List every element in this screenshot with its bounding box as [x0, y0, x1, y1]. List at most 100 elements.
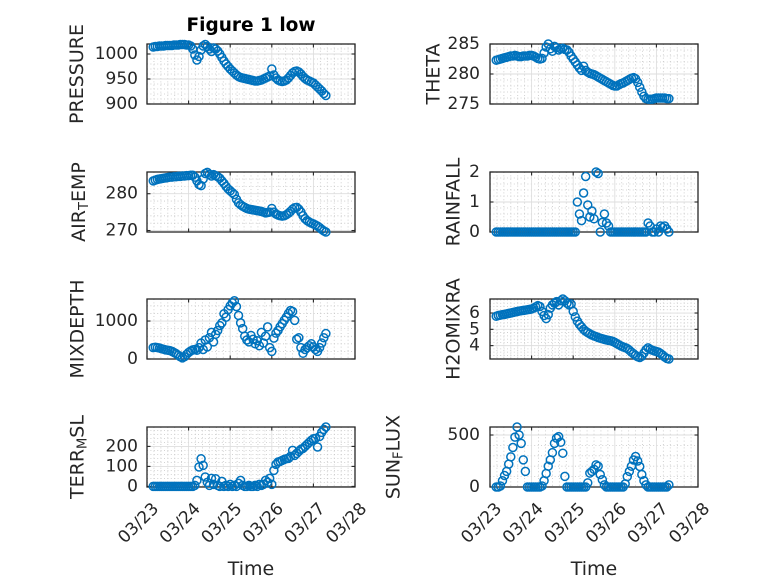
data-point [319, 424, 329, 435]
data-point [568, 306, 578, 317]
data-point [206, 171, 217, 181]
y-axis-label-text-after-subscript: SL [67, 415, 89, 438]
y-axis-label-text: MIXDEPTH [67, 280, 89, 379]
y-tick-label: 5 [469, 319, 480, 339]
data-point [630, 451, 641, 462]
data-point [664, 354, 674, 364]
axes-box [489, 426, 699, 488]
data-point [664, 93, 674, 104]
data-point [198, 460, 208, 471]
data-point [622, 471, 633, 482]
data-point [190, 480, 200, 491]
y-axis-label-text: TERR [67, 449, 89, 500]
data-point [269, 465, 279, 476]
y-axis-label-text: RAINFALL [443, 157, 465, 246]
y-axis-label: TERRMSL [67, 415, 91, 500]
y-tick-label: 950 [106, 69, 138, 89]
y-tick-label: 500 [448, 425, 480, 445]
data-point [543, 461, 553, 471]
y-tick-label: 275 [448, 94, 480, 114]
major-grid [490, 427, 698, 487]
axes-background [147, 172, 355, 232]
data-point [495, 481, 506, 491]
y-tick-label: 1000 [95, 311, 138, 331]
data-point [200, 472, 210, 482]
data-point [662, 482, 672, 492]
data-point [570, 227, 581, 237]
data-point [547, 447, 558, 458]
data-point [194, 51, 204, 62]
minor-grid [147, 299, 355, 359]
data-point [196, 180, 206, 191]
data-point [321, 227, 331, 237]
data-point [314, 342, 325, 353]
data-point [227, 187, 238, 198]
data-point [572, 197, 583, 207]
data-point [549, 438, 560, 449]
data-points [148, 422, 331, 492]
data-point [595, 469, 605, 480]
y-axis-label-text-after-subscript: EMP [68, 162, 90, 202]
y-tick-label: 900 [106, 94, 138, 114]
data-point [319, 88, 329, 99]
y-axis-label: RAINFALL [443, 157, 465, 246]
data-point [664, 480, 674, 490]
tick-marks [146, 44, 356, 105]
data-point [580, 171, 591, 182]
data-point [248, 334, 258, 344]
data-point [271, 328, 281, 338]
data-point [562, 298, 572, 308]
data-point [583, 478, 593, 488]
data-point [267, 64, 277, 74]
data-point [664, 227, 674, 237]
x-axis-label: Time [227, 558, 275, 580]
data-point [252, 481, 262, 492]
data-point [267, 479, 277, 490]
data-points [491, 167, 674, 237]
data-point [321, 422, 331, 432]
y-axis-label-text: SUN [383, 459, 405, 499]
y-axis-label-subscript: F [391, 451, 406, 458]
y-axis-label-text: AIR [68, 210, 90, 242]
data-points [491, 294, 674, 364]
data-point [215, 320, 225, 331]
data-point [289, 315, 300, 326]
data-point [262, 322, 273, 332]
data-point [208, 479, 219, 490]
y-axis-label-text: PRESSURE [66, 24, 88, 124]
data-point [632, 456, 643, 466]
data-point [202, 342, 213, 352]
data-point [497, 476, 508, 486]
y-tick-label: 1000 [95, 44, 138, 64]
data-point [316, 338, 327, 348]
y-axis-label: AIRTEMP [68, 162, 92, 242]
data-points [491, 39, 674, 104]
y-tick-label: 270 [106, 221, 138, 241]
y-axis-label: H2OMIXRA [443, 278, 465, 380]
data-point [657, 222, 668, 233]
y-axis-label-text: THETA [423, 43, 445, 105]
minor-grid [490, 172, 698, 232]
data-point [576, 215, 587, 226]
y-tick-label: 0 [127, 349, 138, 369]
data-point [321, 328, 331, 339]
subplot-pressure: 900 950 1000 PRESSURE Figure 1 low [66, 15, 356, 124]
data-point [591, 167, 601, 177]
data-point [312, 442, 323, 452]
data-point [190, 50, 200, 60]
y-axis-label: SUNFLUX [383, 415, 407, 499]
data-point [597, 474, 608, 485]
data-point [508, 442, 518, 453]
data-point [321, 90, 331, 101]
axes-box [146, 298, 356, 360]
tick-marks [489, 299, 699, 359]
data-point [506, 452, 516, 462]
data-point [635, 82, 645, 92]
data-point [267, 346, 277, 357]
data-point [578, 188, 589, 198]
data-point [632, 77, 643, 88]
